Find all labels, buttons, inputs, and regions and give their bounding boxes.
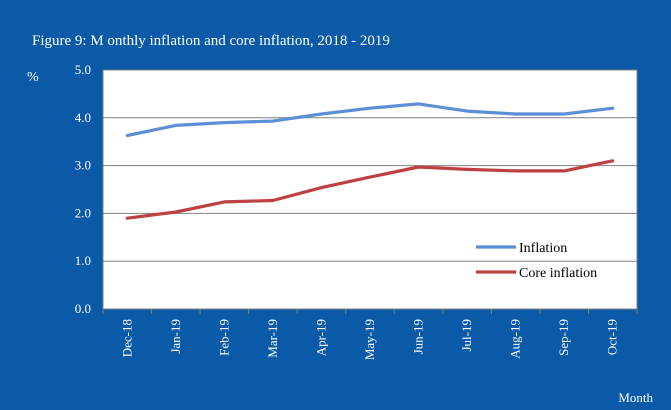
chart-title: Figure 9: M onthly inflation and core in… [32, 33, 390, 49]
y-tick-label: 0.0 [75, 301, 91, 316]
x-tick-label: Jun-19 [411, 319, 426, 354]
x-tick-label: Aug-19 [508, 319, 523, 359]
y-tick-label: 2.0 [75, 205, 91, 220]
x-tick-label: Sep-19 [556, 319, 571, 356]
series-line-1 [125, 102, 615, 138]
x-tick-label: Feb-19 [216, 319, 231, 356]
x-tick-label: Mar-19 [265, 319, 280, 358]
x-tick-label: Jul-19 [459, 319, 474, 352]
x-tick-label: May-19 [362, 319, 377, 360]
y-tick-label: 5.0 [75, 62, 91, 77]
legend-label-2: Core inflation [519, 266, 597, 281]
series-line-2 [125, 159, 615, 220]
y-tick-label: 4.0 [75, 110, 91, 125]
x-tick-label: Dec-18 [119, 319, 134, 357]
x-axis-label: Month [618, 390, 653, 405]
x-tick-label: Jan-19 [168, 319, 183, 354]
x-tick-label: Oct-19 [605, 319, 620, 355]
y-tick-label: 3.0 [75, 158, 91, 173]
plot-area [102, 69, 638, 310]
y-tick-label: 1.0 [75, 253, 91, 268]
y-axis-label: % [27, 70, 39, 85]
x-tick-label: Apr-19 [313, 319, 328, 356]
legend-label-1: Inflation [519, 241, 567, 256]
